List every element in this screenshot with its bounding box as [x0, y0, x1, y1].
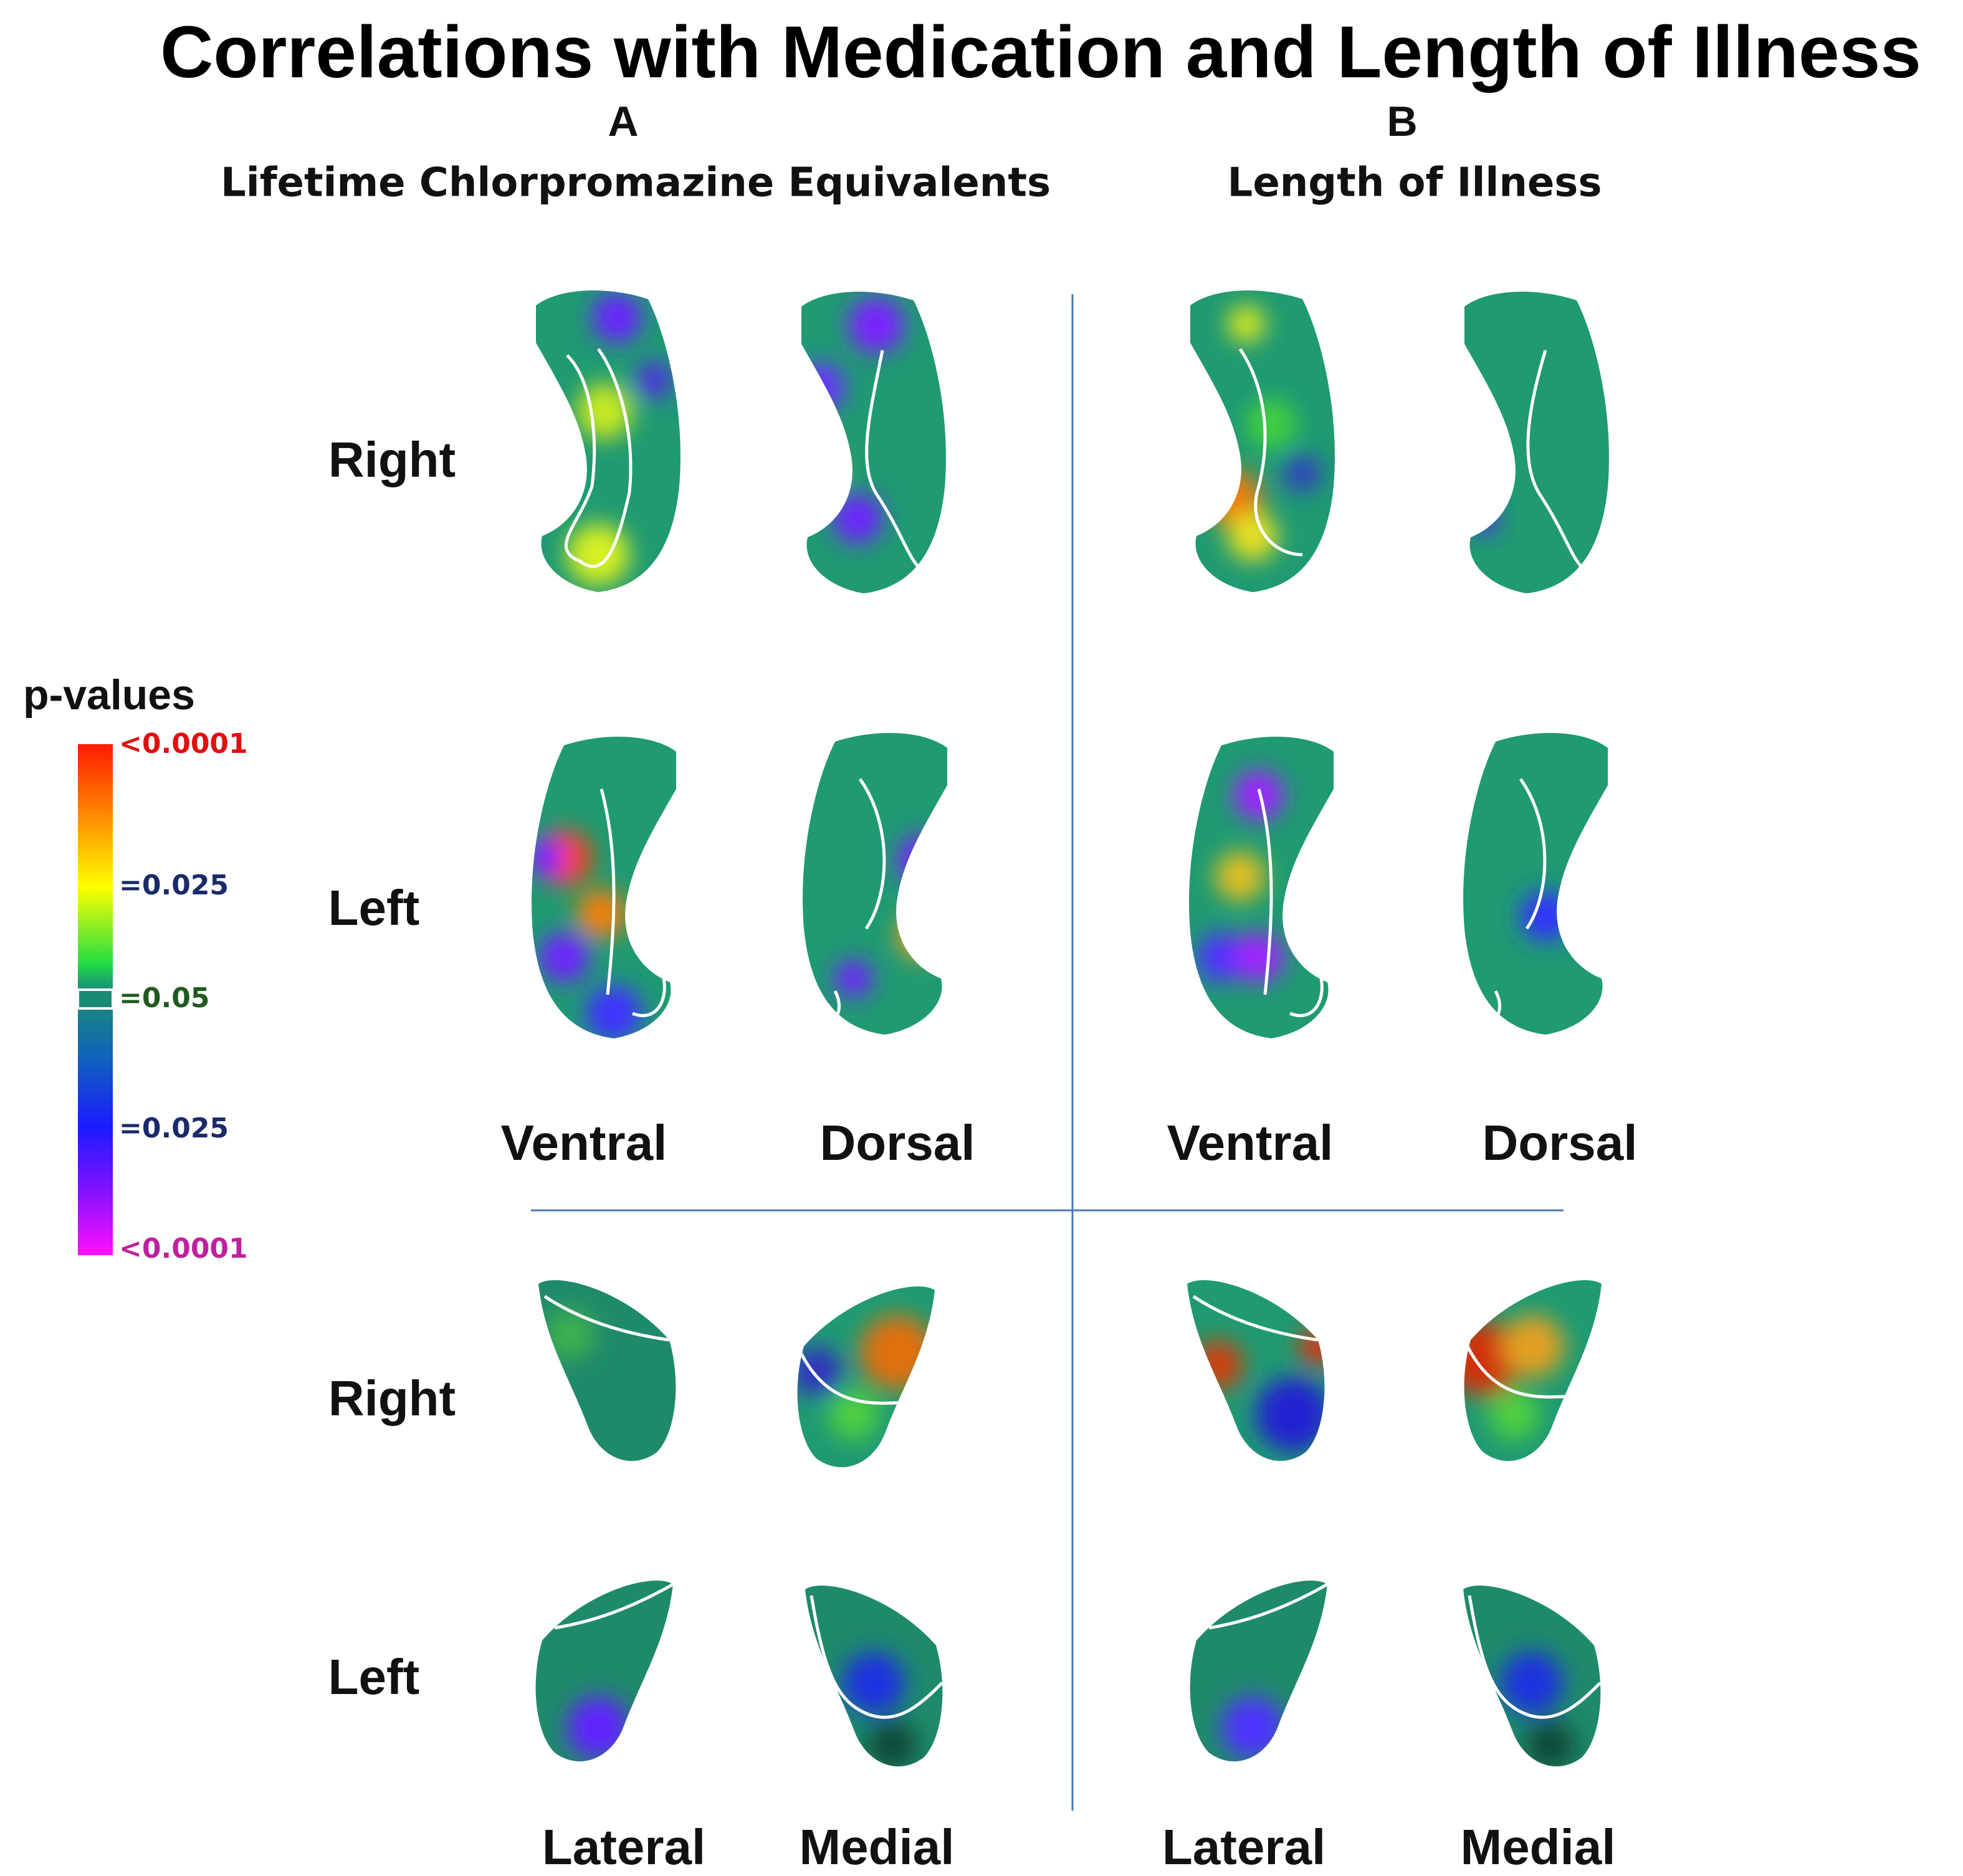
row-label: Left: [328, 880, 420, 936]
amygdala-surface: [535, 1581, 674, 1762]
view-label: Lateral: [1162, 1819, 1325, 1875]
row-label: Right: [328, 432, 456, 487]
legend-label: =0.025: [119, 869, 229, 901]
panel-subtitle: Length of Illness: [1228, 160, 1602, 206]
figure-title: Correlations with Medication and Length …: [160, 11, 1921, 93]
legend-label: =0.025: [119, 1113, 229, 1144]
legend-label: =0.05: [119, 982, 209, 1014]
panel-letter: A: [608, 98, 638, 145]
amygdala-surface: [1463, 1280, 1602, 1462]
legend-label: <0.0001: [119, 1233, 248, 1265]
panel-subtitle: Lifetime Chlorpromazine Equivalents: [221, 160, 1051, 206]
amygdala-surface: [796, 1286, 935, 1468]
hippocampus-surface: [532, 737, 676, 1039]
view-label: Lateral: [542, 1819, 705, 1875]
amygdala-surface: [1190, 1581, 1329, 1762]
hippocampus-surface: [1464, 292, 1609, 593]
hippocampus-surface: [1463, 733, 1608, 1035]
view-label: Ventral: [501, 1115, 667, 1170]
panel-letter: B: [1387, 98, 1417, 145]
view-label: Dorsal: [1483, 1115, 1638, 1170]
colorbar-threshold: [77, 988, 114, 1010]
hippocampus-surface: [801, 292, 946, 593]
amygdala-surface: [1187, 1280, 1325, 1462]
view-label: Medial: [1461, 1819, 1616, 1875]
hippocampus-surface: [803, 733, 947, 1035]
view-label: Dorsal: [820, 1115, 975, 1170]
row-label: Left: [328, 1649, 420, 1705]
amygdala-surface: [1463, 1586, 1602, 1767]
legend-title: p-values: [23, 671, 195, 719]
amygdala-surface: [538, 1280, 676, 1462]
row-label: Right: [328, 1371, 456, 1426]
hippocampus-surface: [1189, 737, 1334, 1038]
amygdala-surface: [805, 1586, 943, 1767]
hippocampus-surface: [1190, 290, 1335, 592]
hippocampus-surface: [536, 290, 681, 592]
legend-label: <0.0001: [119, 728, 248, 760]
view-label: Ventral: [1167, 1115, 1334, 1170]
view-label: Medial: [800, 1819, 955, 1875]
